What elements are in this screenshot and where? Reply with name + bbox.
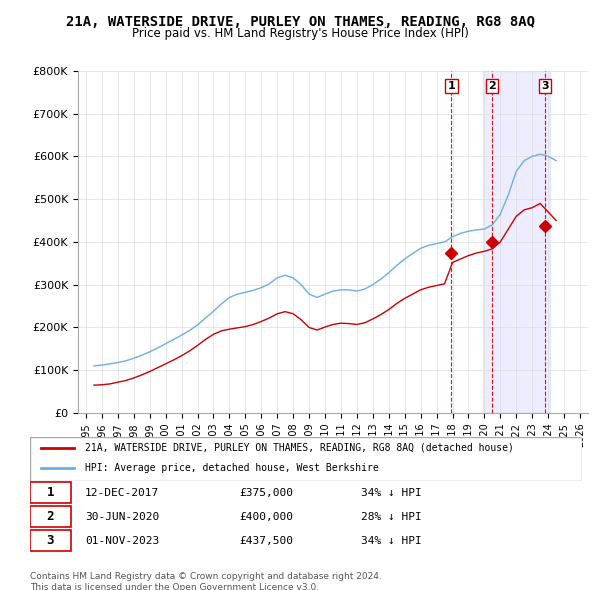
FancyBboxPatch shape <box>30 483 71 503</box>
Text: 30-JUN-2020: 30-JUN-2020 <box>85 512 160 522</box>
Text: 2: 2 <box>47 510 54 523</box>
FancyBboxPatch shape <box>30 530 71 551</box>
FancyBboxPatch shape <box>30 437 582 481</box>
Text: 34% ↓ HPI: 34% ↓ HPI <box>361 536 422 546</box>
Text: 28% ↓ HPI: 28% ↓ HPI <box>361 512 422 522</box>
Text: Contains HM Land Registry data © Crown copyright and database right 2024.
This d: Contains HM Land Registry data © Crown c… <box>30 572 382 590</box>
Text: 12-DEC-2017: 12-DEC-2017 <box>85 488 160 498</box>
Text: £437,500: £437,500 <box>240 536 294 546</box>
Text: 21A, WATERSIDE DRIVE, PURLEY ON THAMES, READING, RG8 8AQ: 21A, WATERSIDE DRIVE, PURLEY ON THAMES, … <box>65 15 535 29</box>
Text: 34% ↓ HPI: 34% ↓ HPI <box>361 488 422 498</box>
Text: £400,000: £400,000 <box>240 512 294 522</box>
Text: 1: 1 <box>448 81 455 91</box>
Text: 01-NOV-2023: 01-NOV-2023 <box>85 536 160 546</box>
Text: £375,000: £375,000 <box>240 488 294 498</box>
Bar <box>483 71 550 413</box>
Text: 1: 1 <box>47 486 54 499</box>
Text: HPI: Average price, detached house, West Berkshire: HPI: Average price, detached house, West… <box>85 463 379 473</box>
Text: 3: 3 <box>542 81 549 91</box>
Text: 21A, WATERSIDE DRIVE, PURLEY ON THAMES, READING, RG8 8AQ (detached house): 21A, WATERSIDE DRIVE, PURLEY ON THAMES, … <box>85 442 514 453</box>
Text: 2: 2 <box>488 81 496 91</box>
Text: Price paid vs. HM Land Registry's House Price Index (HPI): Price paid vs. HM Land Registry's House … <box>131 27 469 40</box>
FancyBboxPatch shape <box>30 506 71 527</box>
Text: 3: 3 <box>47 534 54 547</box>
